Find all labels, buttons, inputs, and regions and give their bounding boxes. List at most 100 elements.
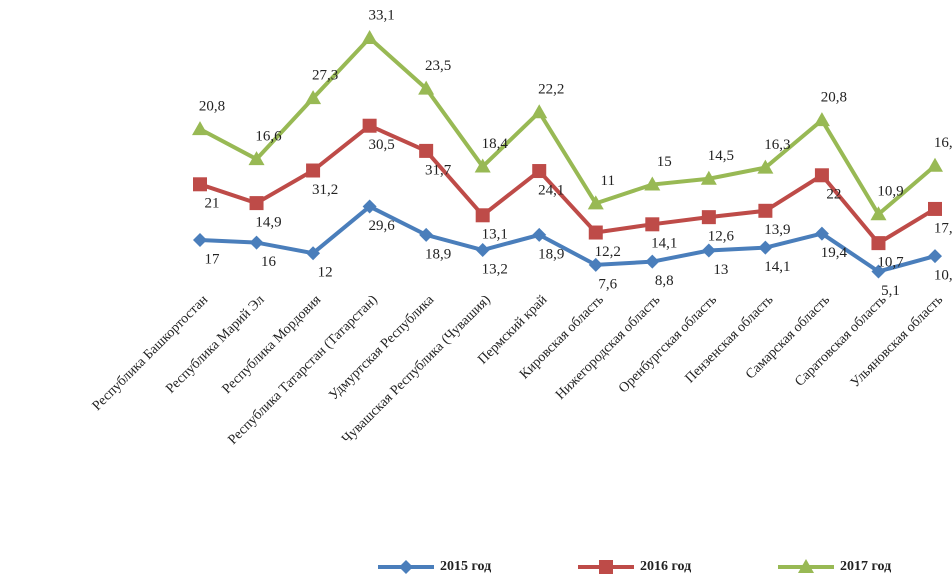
- value-label: 29,6: [368, 218, 395, 234]
- marker: [531, 104, 548, 119]
- legend-marker: [399, 560, 413, 574]
- value-label: 14,5: [708, 148, 734, 164]
- value-label: 15: [657, 154, 672, 170]
- value-label: 31,7: [425, 162, 452, 178]
- value-label: 19,4: [821, 245, 848, 261]
- marker: [362, 118, 377, 133]
- marker: [813, 112, 830, 127]
- marker: [701, 210, 716, 225]
- marker: [814, 226, 829, 241]
- marker: [418, 80, 435, 95]
- value-label: 14,9: [255, 215, 281, 231]
- legend-marker: [599, 560, 613, 574]
- marker: [249, 235, 264, 250]
- value-label: 27,3: [312, 68, 338, 84]
- marker: [644, 176, 661, 191]
- series-line: [199, 35, 937, 218]
- x-tick-label: Удмуртская Республика: [326, 292, 437, 403]
- value-label: 17,8: [934, 220, 952, 236]
- marker: [814, 168, 829, 183]
- value-label: 17: [205, 251, 221, 267]
- marker: [928, 249, 942, 264]
- legend-label: 2015 год: [440, 559, 491, 574]
- x-tick-label: Ульяновская область: [848, 292, 946, 390]
- value-label: 16,3: [764, 137, 790, 153]
- marker: [532, 164, 547, 179]
- value-label: 13,1: [482, 227, 508, 243]
- marker: [248, 151, 265, 166]
- value-label: 20,8: [821, 90, 847, 106]
- marker: [587, 195, 604, 210]
- series-line: [199, 123, 937, 246]
- value-label: 20,8: [199, 99, 225, 115]
- marker: [306, 163, 321, 178]
- value-label: 14,1: [651, 236, 677, 252]
- value-label: 16: [261, 254, 277, 270]
- value-label: 11: [601, 173, 615, 189]
- value-label: 24,1: [538, 182, 564, 198]
- marker: [249, 196, 264, 211]
- value-label: 16,3: [934, 135, 952, 151]
- value-label: 23,5: [425, 58, 451, 74]
- value-label: 12,2: [595, 244, 621, 260]
- marker: [362, 199, 377, 214]
- x-tick-label: Нижегородская область: [553, 292, 663, 402]
- value-label: 21: [205, 196, 220, 212]
- marker: [193, 232, 207, 247]
- marker: [306, 246, 321, 261]
- series-line: [199, 204, 936, 274]
- marker: [474, 158, 491, 173]
- marker: [700, 170, 717, 185]
- value-label: 12: [318, 265, 333, 281]
- legend-label: 2016 год: [640, 559, 691, 574]
- marker: [532, 227, 547, 242]
- marker: [419, 227, 434, 242]
- value-label: 10,7: [877, 255, 904, 271]
- value-label: 18,9: [538, 246, 564, 262]
- marker: [588, 257, 603, 272]
- x-tick-label: Оренбургская область: [616, 292, 720, 396]
- marker: [928, 201, 942, 216]
- value-label: 13,2: [482, 261, 508, 277]
- marker: [645, 254, 660, 269]
- value-label: 8,8: [655, 273, 674, 289]
- marker: [757, 159, 774, 174]
- marker: [871, 236, 886, 251]
- value-label: 7,6: [598, 276, 617, 292]
- marker: [192, 121, 208, 136]
- value-label: 30,5: [368, 137, 394, 153]
- marker: [475, 208, 490, 223]
- legend: 2015 год 2016 год 2017 год: [378, 559, 891, 574]
- value-label: 10,9: [877, 184, 903, 200]
- value-label: 13: [713, 262, 728, 278]
- marker: [758, 240, 773, 255]
- value-label: 22: [826, 187, 841, 203]
- marker: [871, 264, 886, 279]
- value-label: 14,1: [764, 259, 790, 275]
- value-label: 13,9: [764, 222, 790, 238]
- marker: [645, 217, 660, 232]
- marker: [193, 177, 207, 192]
- marker: [475, 243, 490, 258]
- value-label: 22,2: [538, 82, 564, 98]
- marker: [588, 225, 603, 240]
- x-tick-label: Республика Марий Эл: [163, 292, 267, 396]
- marker: [701, 243, 716, 258]
- legend-marker: [798, 559, 814, 573]
- x-tick-label: Республика Мордовия: [220, 292, 325, 397]
- marker: [419, 143, 434, 158]
- marker: [927, 157, 943, 172]
- value-label: 16,6: [255, 129, 282, 145]
- marker: [758, 203, 773, 218]
- value-label: 33,1: [368, 7, 394, 23]
- value-label: 10,9: [934, 268, 952, 284]
- value-label: 18,4: [482, 136, 509, 152]
- marker: [361, 30, 378, 44]
- marker: [870, 206, 887, 221]
- value-label: 18,9: [425, 246, 451, 262]
- legend-label: 2017 год: [840, 559, 891, 574]
- value-label: 12,6: [708, 229, 735, 245]
- marker: [305, 90, 322, 105]
- x-tick-label: Республика Башкортостан: [90, 292, 212, 414]
